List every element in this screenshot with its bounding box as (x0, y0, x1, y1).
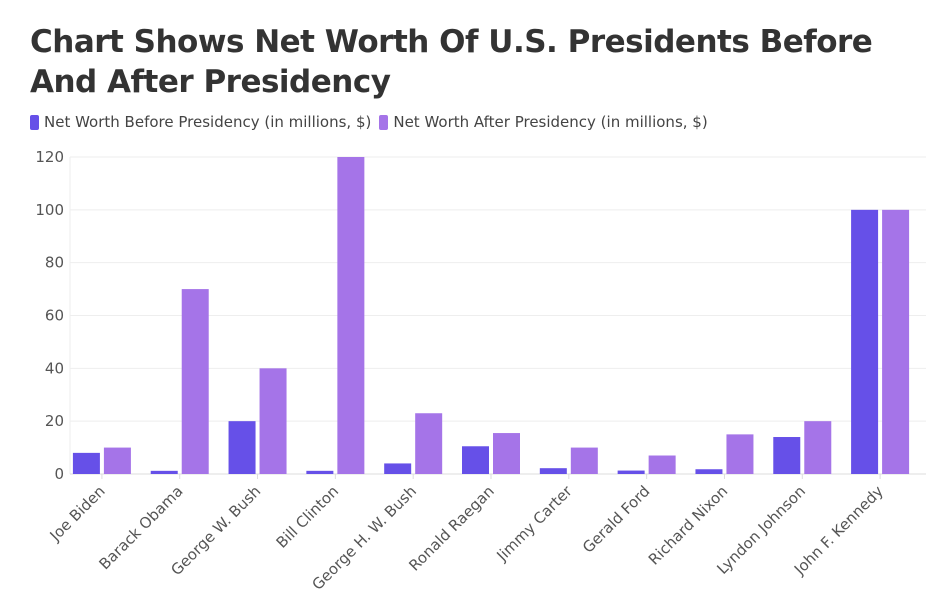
bar-before (150, 470, 178, 474)
bar-before (773, 437, 801, 474)
bar-before (539, 468, 567, 474)
y-tick-label: 80 (45, 254, 64, 272)
bar-after (726, 434, 754, 474)
bar-before (851, 209, 879, 475)
bar-before (228, 421, 256, 474)
legend-item-before[interactable]: Net Worth Before Presidency (in millions… (30, 113, 371, 131)
y-tick-label: 0 (54, 465, 64, 483)
y-tick-label: 120 (35, 148, 64, 166)
bar-before (384, 463, 412, 474)
bar-before (306, 470, 334, 474)
y-tick-label: 40 (45, 359, 64, 377)
legend-swatch-after (379, 114, 389, 130)
bar-after (493, 433, 520, 474)
x-tick-label: Gerald Ford (579, 482, 654, 557)
bar-after (804, 421, 832, 474)
x-tick-label: Ronald Raegan (405, 482, 498, 575)
bar-after (648, 455, 676, 474)
x-tick-label: Bill Clinton (273, 482, 343, 552)
legend-label-before: Net Worth Before Presidency (in millions… (44, 113, 372, 131)
x-tick-label: Joe Biden (46, 482, 109, 545)
x-tick-label: Jimmy Carter (493, 482, 577, 566)
bar-after (415, 413, 443, 474)
y-tick-label: 100 (35, 201, 64, 219)
legend-label-after: Net Worth After Presidency (in millions,… (393, 113, 708, 131)
bar-after (882, 209, 910, 475)
y-tick-label: 20 (45, 412, 64, 430)
legend-swatch-before (30, 114, 39, 130)
bar-before (617, 470, 645, 474)
bar-after (103, 447, 131, 474)
bar-after (337, 157, 365, 474)
bar-before (695, 469, 723, 474)
bar-after (181, 289, 209, 474)
chart-title: Chart Shows Net Worth Of U.S. Presidents… (30, 24, 873, 100)
bar-after (259, 368, 287, 474)
bar-before (462, 446, 489, 474)
legend-item-after[interactable]: Net Worth After Presidency (in millions,… (379, 113, 708, 131)
x-tick-label: Richard Nixon (645, 482, 731, 568)
bar-before (72, 452, 100, 474)
legend: Net Worth Before Presidency (in millions… (30, 113, 708, 131)
y-tick-label: 60 (45, 307, 64, 325)
bar-after (570, 447, 598, 474)
